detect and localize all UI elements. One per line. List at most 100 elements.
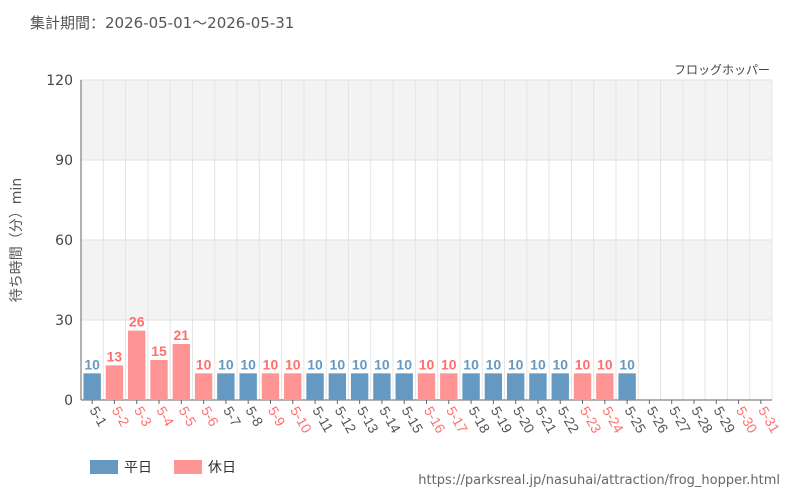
bar: [551, 373, 569, 400]
x-tick-label: 5-6: [198, 404, 222, 430]
legend-swatch-holiday: [174, 460, 202, 474]
bar: [83, 373, 101, 400]
x-tick-label: 5-23: [577, 404, 605, 436]
legend-swatch-weekday: [90, 460, 118, 474]
bar-value-label: 10: [396, 356, 412, 372]
bar-value-label: 15: [151, 343, 167, 359]
bar: [506, 373, 525, 400]
bar-value-label: 10: [374, 356, 390, 372]
x-tick-label: 5-21: [532, 404, 560, 436]
bar-value-label: 10: [352, 356, 368, 372]
x-tick-label: 5-11: [309, 404, 336, 436]
bar: [217, 373, 235, 400]
grid-band: [81, 80, 772, 160]
x-tick-label: 5-5: [176, 404, 200, 430]
bar: [596, 373, 614, 400]
x-tick-label: 5-16: [421, 404, 449, 436]
bar-value-label: 10: [530, 356, 546, 372]
bar-value-label: 10: [441, 356, 457, 372]
x-tick-label: 5-14: [376, 404, 404, 436]
bar: [194, 373, 213, 400]
legend-item-holiday[interactable]: 休日: [174, 457, 236, 477]
x-tick-label: 5-9: [265, 404, 289, 430]
bar: [529, 373, 547, 400]
bar: [261, 373, 280, 400]
legend: 平日 休日: [90, 457, 236, 477]
bar: [462, 373, 480, 400]
x-tick-label: 5-7: [220, 404, 244, 430]
x-tick-label: 5-2: [109, 404, 133, 430]
bar-value-label: 10: [84, 356, 100, 372]
bar-value-label: 10: [330, 356, 346, 372]
bar-value-label: 26: [129, 314, 145, 330]
bar: [105, 365, 124, 400]
x-tick-label: 5-25: [622, 404, 650, 436]
bar: [618, 373, 636, 400]
x-tick-label: 5-24: [599, 404, 627, 436]
bar-value-label: 10: [619, 356, 635, 372]
bar-value-label: 10: [307, 356, 323, 372]
bar: [328, 373, 347, 400]
y-tick-label: 120: [46, 73, 73, 89]
grid-band: [81, 240, 772, 320]
bar-value-label: 10: [552, 356, 568, 372]
y-tick-label: 90: [55, 153, 73, 169]
legend-item-weekday[interactable]: 平日: [90, 457, 152, 477]
x-tick-label: 5-17: [443, 404, 471, 436]
x-tick-label: 5-8: [243, 404, 267, 430]
bar: [373, 373, 391, 400]
x-tick-label: 5-29: [711, 404, 739, 436]
x-tick-label: 5-27: [666, 404, 694, 436]
x-tick-label: 5-1: [87, 404, 111, 430]
bar-value-label: 10: [218, 356, 234, 372]
x-tick-label: 5-10: [287, 404, 315, 436]
bar: [350, 373, 369, 400]
x-tick-label: 5-31: [755, 404, 783, 436]
x-tick-label: 5-22: [555, 404, 583, 436]
bar: [440, 373, 458, 400]
bar-value-label: 13: [107, 348, 123, 364]
x-tick-label: 5-20: [510, 404, 538, 436]
x-tick-label: 5-15: [399, 404, 427, 436]
bar: [128, 330, 146, 400]
x-tick-label: 5-28: [688, 404, 716, 436]
x-tick-label: 5-19: [488, 404, 516, 436]
x-tick-label: 5-26: [644, 404, 672, 436]
x-tick-label: 5-30: [733, 404, 761, 436]
bar-value-label: 10: [240, 356, 256, 372]
bar: [395, 373, 413, 400]
x-tick-label: 5-12: [332, 404, 360, 436]
x-tick-label: 5-13: [354, 404, 382, 436]
bar-value-label: 10: [597, 356, 613, 372]
bar: [172, 344, 190, 400]
bar: [306, 373, 324, 400]
aggregation-period: 集計期間：2026-05-01〜2026-05-31: [30, 14, 295, 32]
bar-value-label: 10: [419, 356, 435, 372]
legend-label-holiday: 休日: [208, 460, 236, 476]
x-tick-label: 5-4: [153, 404, 177, 430]
bar: [150, 360, 168, 400]
y-tick-label: 60: [55, 233, 73, 249]
bar-value-label: 10: [285, 356, 301, 372]
x-tick-label: 5-3: [131, 404, 155, 430]
attraction-name: フロッグホッパー: [673, 63, 770, 77]
bar-value-label: 21: [174, 327, 190, 343]
bar: [484, 373, 503, 400]
bar-value-label: 10: [196, 356, 212, 372]
bar-value-label: 10: [486, 356, 502, 372]
bar-value-label: 10: [463, 356, 479, 372]
bar-value-label: 10: [263, 356, 279, 372]
bar-value-label: 10: [508, 356, 524, 372]
source-url: https://parksreal.jp/nasuhai/attraction/…: [418, 473, 780, 488]
bar: [284, 373, 302, 400]
legend-label-weekday: 平日: [124, 460, 152, 476]
y-tick-label: 0: [64, 393, 73, 409]
bar: [573, 373, 592, 400]
x-tick-label: 5-18: [465, 404, 493, 436]
bar: [239, 373, 257, 400]
y-tick-label: 30: [55, 313, 73, 329]
bar-value-label: 10: [575, 356, 591, 372]
bar: [417, 373, 436, 400]
